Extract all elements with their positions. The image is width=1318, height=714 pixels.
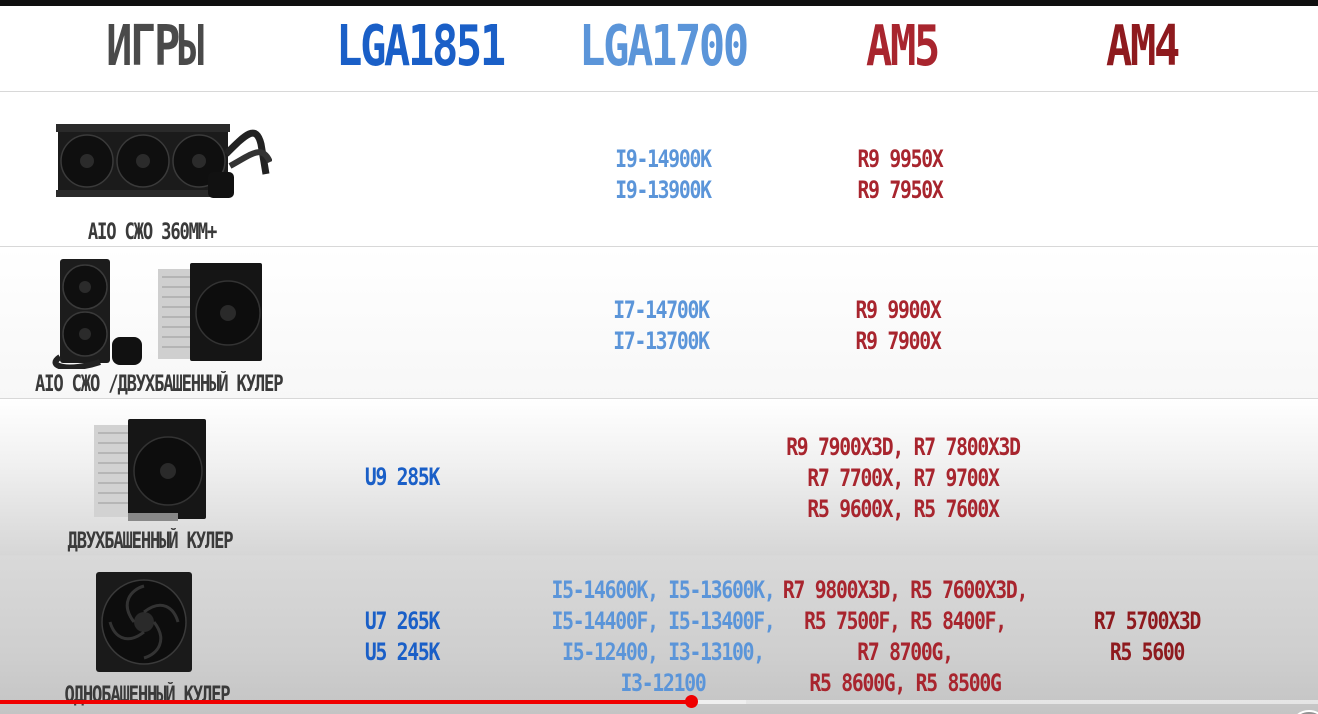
am5-cpu-list: R9 9900X R9 7900X	[816, 295, 980, 357]
column-header-am5: AM5	[866, 14, 940, 79]
lga1851-cpu-list: U7 265K U5 245K	[320, 606, 484, 668]
table-row: ДВУХБАШЕННЫЙ КУЛЕР U9 285K R9 7900X3D, R…	[0, 398, 1318, 556]
cpu-item: R9 7900X3D, R7 7800X3D	[786, 433, 1021, 461]
video-progress-bar[interactable]	[0, 695, 1318, 708]
table-row: AIO СЖО /ДВУХБАШЕННЫЙ КУЛЕР I7-14700K I7…	[0, 246, 1318, 399]
am4-cpu-list: R7 5700X3D R5 5600	[1065, 606, 1229, 668]
cpu-item: R5 7500F, R5 8400F,	[804, 607, 1007, 635]
cooler-label: AIO СЖО /ДВУХБАШЕННЫЙ КУЛЕР	[35, 372, 284, 397]
cpu-item: R5 5600	[1109, 638, 1186, 666]
cpu-item: U7 265K	[364, 607, 441, 635]
cpu-item: U9 285K	[364, 463, 441, 491]
cooler-label: ОДНОБАШЕННЫЙ КУЛЕР	[64, 683, 231, 708]
cooler-label: AIO СЖО 360MM+	[87, 220, 217, 245]
cpu-item: R9 9950X	[857, 145, 944, 173]
cpu-item: R7 9800X3D, R5 7600X3D,	[782, 576, 1028, 604]
am5-cpu-list: R9 9950X R9 7950X	[818, 144, 982, 206]
column-header-lga1851: LGA1851	[336, 14, 506, 79]
cpu-item: R7 8700G,	[857, 638, 954, 666]
progress-played	[0, 700, 691, 704]
am5-cpu-list: R9 7900X3D, R7 7800X3D R7 7700X, R7 9700…	[780, 432, 1026, 525]
cpu-item: R5 9600X, R5 7600X	[807, 495, 999, 523]
cooler-label: ДВУХБАШЕННЫЙ КУЛЕР	[67, 529, 234, 554]
cpu-item: U5 245K	[364, 638, 441, 666]
table-row: AIO СЖО 360MM+ I9-14900K I9-13900K R9 99…	[0, 91, 1318, 247]
lga1700-cpu-list: I7-14700K I7-13700K	[579, 295, 743, 357]
am5-cpu-list: R7 9800X3D, R5 7600X3D, R5 7500F, R5 840…	[782, 575, 1028, 699]
lga1700-cpu-list: I5-14600K, I5-13600K, I5-14400F, I5-1340…	[540, 575, 786, 699]
lga1851-cpu-list: U9 285K	[320, 462, 484, 493]
dual-tower-cooler-icon	[94, 419, 206, 521]
cpu-item: I5-14400F, I5-13400F,	[551, 607, 776, 635]
column-header-lga1700: LGA1700	[579, 14, 749, 79]
cpu-item: R9 7950X	[857, 176, 944, 204]
table-row: ОДНОБАШЕННЫЙ КУЛЕР U7 265K U5 245K I5-14…	[0, 555, 1318, 714]
column-header-am4: AM4	[1106, 14, 1180, 79]
cpu-item: R7 5700X3D	[1093, 607, 1201, 635]
cpu-item: I7-13700K	[613, 327, 710, 355]
lga1700-cpu-list: I9-14900K I9-13900K	[581, 144, 745, 206]
cpu-item: I9-13900K	[615, 176, 712, 204]
video-frame[interactable]: ИГРЫ LGA1851 LGA1700 AM5 AM4 AIO СЖО 360…	[0, 6, 1318, 714]
table-header: ИГРЫ LGA1851 LGA1700 AM5 AM4	[0, 6, 1318, 91]
single-tower-cooler-icon	[96, 572, 192, 672]
cpu-item: I5-12400, I3-13100,	[562, 638, 765, 666]
scrubber-handle[interactable]	[685, 695, 698, 708]
cpu-item: I5-14600K, I5-13600K,	[551, 576, 776, 604]
column-header-games: ИГРЫ	[106, 14, 204, 79]
cpu-item: R9 7900X	[855, 327, 942, 355]
cpu-item: R7 7700X, R7 9700X	[807, 464, 999, 492]
cpu-item: I3-12100	[620, 669, 707, 697]
aio-360-radiator-icon	[56, 124, 272, 198]
cpu-item: R5 8600G, R5 8500G	[809, 669, 1001, 697]
cpu-item: I9-14900K	[615, 145, 712, 173]
cpu-item: I7-14700K	[613, 296, 710, 324]
cpu-item: R9 9900X	[855, 296, 942, 324]
aio-240-and-dual-tower-icon	[52, 259, 262, 369]
